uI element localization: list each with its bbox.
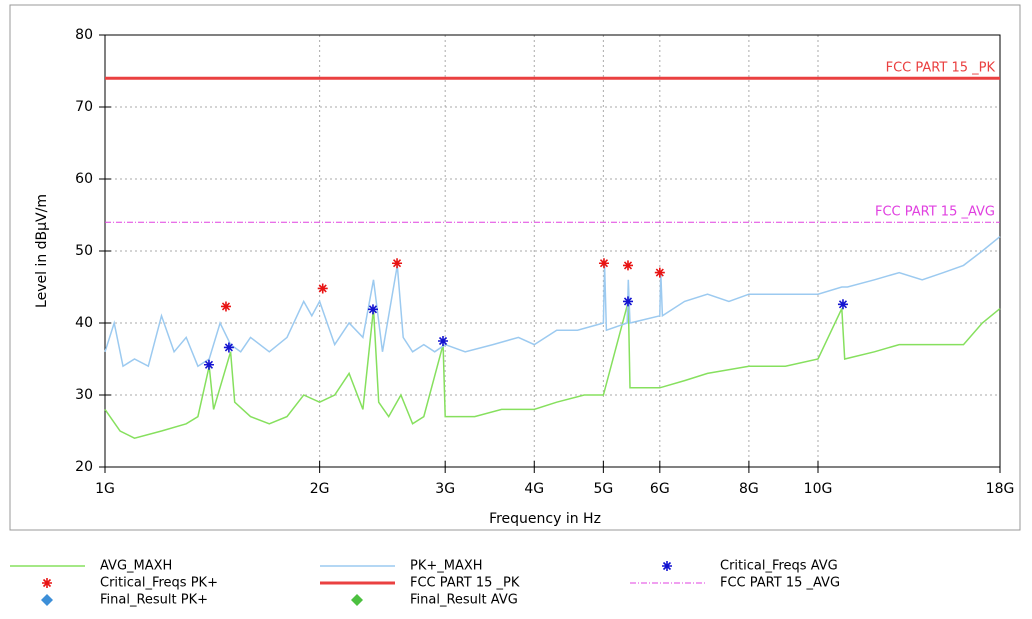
x-tick-label: 5G	[593, 481, 613, 497]
critical-freq-marker	[622, 260, 633, 271]
legend-label: Critical_Freqs PK+	[100, 576, 218, 591]
y-tick-label: 20	[75, 459, 93, 475]
legend-label: FCC PART 15 _AVG	[720, 576, 840, 591]
critical-freq-marker	[220, 301, 231, 312]
legend-swatch	[42, 578, 52, 588]
limit-label: FCC PART 15 _PK	[886, 61, 996, 76]
legend-label: PK+_MAXH	[410, 559, 483, 574]
x-tick-label: 4G	[524, 481, 544, 497]
y-tick-label: 50	[75, 243, 93, 259]
x-tick-label: 10G	[804, 481, 833, 497]
critical-freq-marker	[367, 304, 378, 315]
critical-freq-marker	[317, 283, 328, 294]
legend-swatch	[41, 594, 53, 606]
critical-freq-marker	[203, 359, 214, 370]
x-tick-label: 6G	[650, 481, 670, 497]
y-tick-label: 40	[75, 315, 93, 331]
plot-border	[104, 34, 1001, 468]
legend-label: AVG_MAXH	[100, 559, 172, 574]
critical-freq-marker	[622, 296, 633, 307]
y-tick-label: 70	[75, 99, 93, 115]
critical-freq-marker	[598, 258, 609, 269]
critical-freq-marker	[392, 258, 403, 269]
trace	[104, 236, 1001, 368]
x-tick-label: 8G	[739, 481, 759, 497]
x-tick-label: 3G	[435, 481, 455, 497]
critical-freq-marker	[837, 299, 848, 310]
legend-label: Final_Result PK+	[100, 593, 208, 608]
critical-freq-marker	[223, 342, 234, 353]
y-tick-label: 80	[75, 27, 93, 43]
x-tick-label: 2G	[310, 481, 330, 497]
y-axis-label: Level in dBµV/m	[34, 194, 50, 308]
y-tick-label: 30	[75, 387, 93, 403]
legend-swatch	[351, 594, 363, 606]
x-axis-label: Frequency in Hz	[489, 511, 601, 527]
x-tick-label: 18G	[986, 481, 1015, 497]
limit-label: FCC PART 15 _AVG	[875, 205, 995, 220]
x-tick-label: 1G	[95, 481, 115, 497]
legend-swatch	[662, 561, 672, 571]
critical-freq-marker	[654, 267, 665, 278]
legend-label: FCC PART 15 _PK	[410, 576, 520, 591]
legend-label: Final_Result AVG	[410, 593, 518, 608]
y-tick-label: 60	[75, 171, 93, 187]
critical-freq-marker	[438, 336, 449, 346]
legend-label: Critical_Freqs AVG	[720, 559, 838, 574]
